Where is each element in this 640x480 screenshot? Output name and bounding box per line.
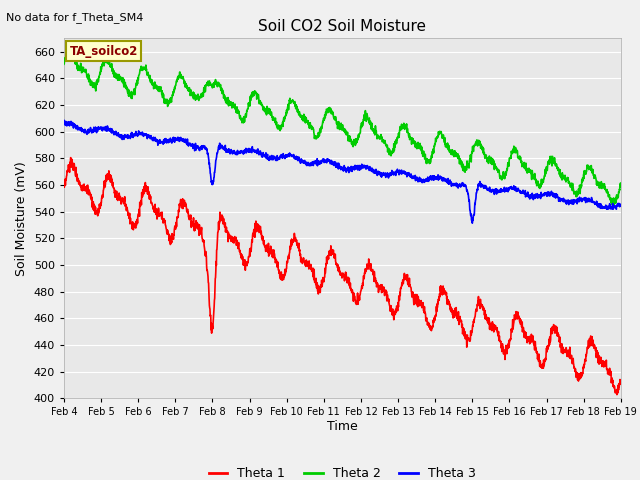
Text: No data for f_Theta_SM4: No data for f_Theta_SM4 [6, 12, 144, 23]
Text: TA_soilco2: TA_soilco2 [70, 45, 138, 58]
Title: Soil CO2 Soil Moisture: Soil CO2 Soil Moisture [259, 20, 426, 35]
X-axis label: Time: Time [327, 420, 358, 433]
Legend: Theta 1, Theta 2, Theta 3: Theta 1, Theta 2, Theta 3 [204, 462, 481, 480]
Y-axis label: Soil Moisture (mV): Soil Moisture (mV) [15, 161, 28, 276]
